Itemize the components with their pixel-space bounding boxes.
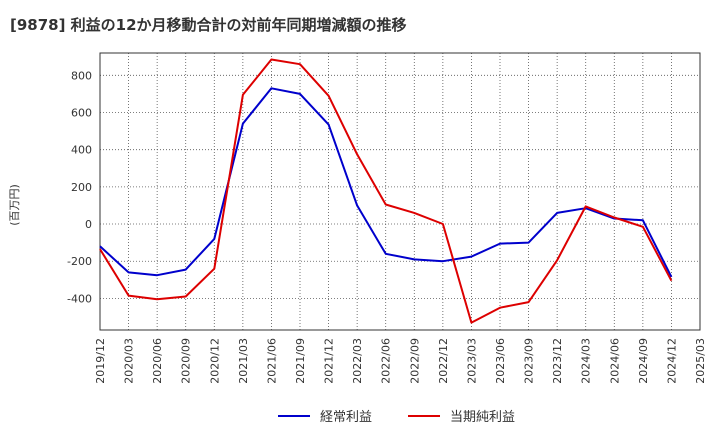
x-tick-label: 2024/09	[637, 338, 650, 384]
x-tick-label: 2023/12	[551, 338, 564, 384]
x-tick-label: 2021/03	[237, 338, 250, 384]
x-tick-label: 2020/12	[208, 338, 221, 384]
plot-frame	[99, 52, 701, 331]
axes	[99, 52, 701, 331]
series-line	[99, 58, 673, 324]
y-tick-label: -200	[67, 255, 92, 268]
x-tick-label: 2021/12	[323, 338, 336, 384]
y-tick-label: 600	[71, 106, 92, 119]
y-tick-label: 800	[71, 69, 92, 82]
x-tick-label: 2023/09	[523, 338, 536, 384]
x-axis-ticks: 2019/12 2020/03 2020/06 2020/09 2020/12 2021/…	[94, 338, 707, 384]
y-tick-label: 400	[71, 144, 92, 157]
x-tick-label: 2021/09	[294, 338, 307, 384]
y-axis-ticks: -400 -200 0 200 400 600 800	[67, 69, 92, 305]
x-tick-label: 2019/12	[94, 338, 107, 384]
x-tick-label: 2024/12	[665, 338, 678, 384]
x-tick-label: 2023/06	[494, 338, 507, 384]
x-tick-label: 2024/06	[608, 338, 621, 384]
x-tick-label: 2020/06	[151, 338, 164, 384]
x-tick-label: 2022/12	[437, 338, 450, 384]
x-tick-label: 2022/03	[351, 338, 364, 384]
x-tick-label: 2023/03	[465, 338, 478, 384]
x-tick-label: 2021/06	[265, 338, 278, 384]
x-tick-label: 2020/03	[123, 338, 136, 384]
x-tick-label: 2025/03	[694, 338, 707, 384]
series-line	[99, 87, 673, 278]
x-tick-label: 2022/09	[408, 338, 421, 384]
grid	[99, 53, 701, 330]
series-lines	[99, 58, 673, 324]
y-tick-label: 0	[85, 218, 92, 231]
chart-title: [9878] 利益の12か月移動合計の対前年同期増減額の推移	[10, 16, 407, 34]
legend-label: 当期純利益	[450, 410, 515, 425]
y-axis-label: (百万円)	[8, 184, 21, 226]
x-tick-label: 2020/09	[180, 338, 193, 384]
legend-label: 経常利益	[320, 410, 372, 425]
y-tick-label: -400	[67, 292, 92, 305]
legend: 経常利益 当期純利益	[278, 410, 515, 425]
x-tick-label: 2022/06	[380, 338, 393, 384]
y-tick-label: 200	[71, 181, 92, 194]
x-tick-label: 2024/03	[580, 338, 593, 384]
